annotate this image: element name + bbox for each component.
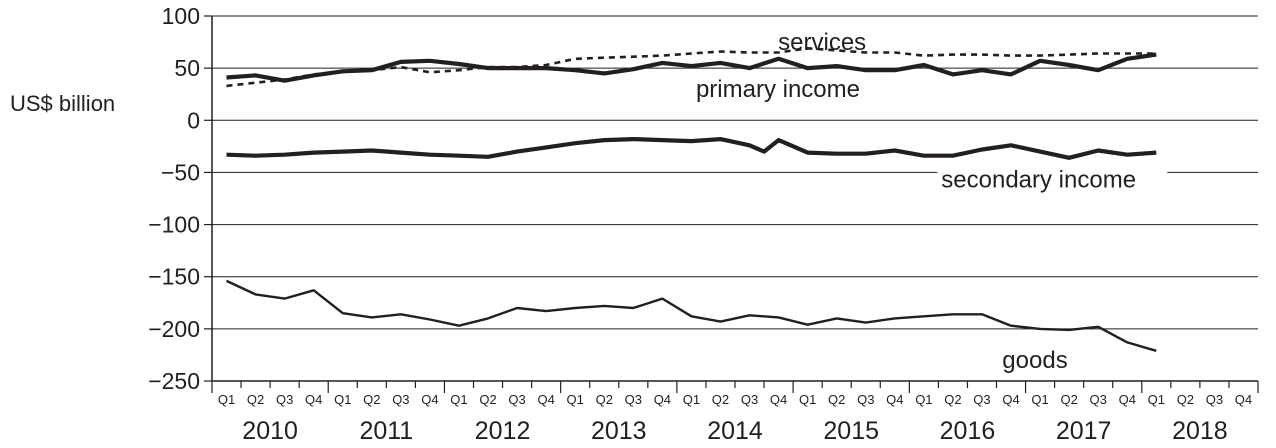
series-label-background <box>937 163 1168 195</box>
quarter-label: Q4 <box>1235 392 1252 407</box>
year-label: 2016 <box>940 417 996 445</box>
quarter-label: Q4 <box>1002 392 1019 407</box>
x-axis-ticks: Q1 Q2 Q3 Q4 Q1 Q2 Q3 Q4 Q1 Q2 Q3 Q4 Q1 Q2 Q3 Q4 Q1 Q2 Q3 Q4… <box>211 381 1259 445</box>
quarter-label: Q1 <box>915 392 932 407</box>
quarter-label: Q2 <box>363 392 380 407</box>
quarter-label: Q1 <box>1031 392 1048 407</box>
quarter-label: Q2 <box>1060 392 1077 407</box>
quarter-label: Q4 <box>537 392 554 407</box>
series-labels: services primary income secondary income go… <box>696 29 1168 374</box>
quarter-label: Q3 <box>1206 392 1223 407</box>
quarter-label: Q4 <box>421 392 438 407</box>
quarter-label: Q2 <box>596 392 613 407</box>
year-label: 2010 <box>242 417 298 445</box>
secondary-income-line <box>226 137 1157 160</box>
quarter-label: Q3 <box>1090 392 1107 407</box>
services-label: services <box>778 29 866 56</box>
quarter-label: Q1 <box>567 392 584 407</box>
quarter-label: Q3 <box>741 392 758 407</box>
quarter-label: Q1 <box>218 392 235 407</box>
year-label: 2014 <box>707 417 763 445</box>
y-tick-label: 0 <box>187 107 200 133</box>
quarter-label: Q2 <box>944 392 961 407</box>
quarter-label: Q3 <box>625 392 642 407</box>
quarter-label: Q3 <box>392 392 409 407</box>
quarter-label: Q4 <box>654 392 671 407</box>
year-label: 2013 <box>591 417 647 445</box>
y-axis-ticks: 100 50 0 −50 −100 −150 −200 −250 <box>148 3 212 394</box>
year-label: 2012 <box>475 417 531 445</box>
quarter-label: Q4 <box>1119 392 1136 407</box>
quarter-label: Q3 <box>276 392 293 407</box>
quarter-label: Q2 <box>247 392 264 407</box>
year-label: 2015 <box>823 417 879 445</box>
quarter-label: Q1 <box>334 392 351 407</box>
quarter-label: Q3 <box>508 392 525 407</box>
y-tick-label: 100 <box>162 3 200 29</box>
goods-label: goods <box>1002 347 1067 374</box>
y-tick-label: −200 <box>148 316 200 342</box>
y-tick-label: 50 <box>174 55 200 81</box>
quarter-label: Q2 <box>1177 392 1194 407</box>
quarter-label: Q4 <box>305 392 322 407</box>
y-tick-label: −250 <box>148 368 200 394</box>
quarter-label: Q2 <box>479 392 496 407</box>
secondary-income-label: secondary income <box>941 167 1136 194</box>
y-axis-label: US$ billion <box>10 91 115 116</box>
year-label: 2011 <box>359 417 413 445</box>
quarter-label: Q1 <box>799 392 816 407</box>
year-label: 2017 <box>1056 417 1112 445</box>
quarter-label: Q4 <box>886 392 903 407</box>
quarter-label: Q4 <box>770 392 787 407</box>
y-tick-label: −150 <box>148 264 200 290</box>
year-label: 2018 <box>1172 417 1228 445</box>
quarter-label: Q3 <box>857 392 874 407</box>
quarter-label: Q1 <box>683 392 700 407</box>
primary-income-line <box>226 52 1157 83</box>
quarter-label: Q2 <box>712 392 729 407</box>
y-tick-label: −100 <box>148 212 200 238</box>
quarter-label: Q1 <box>450 392 467 407</box>
goods-line <box>225 279 1157 352</box>
series-lines <box>225 46 1157 352</box>
primary-income-label: primary income <box>696 76 860 103</box>
quarter-label: Q2 <box>828 392 845 407</box>
quarter-label: Q1 <box>1148 392 1165 407</box>
y-tick-label: −50 <box>161 159 200 185</box>
quarter-label: Q3 <box>973 392 990 407</box>
